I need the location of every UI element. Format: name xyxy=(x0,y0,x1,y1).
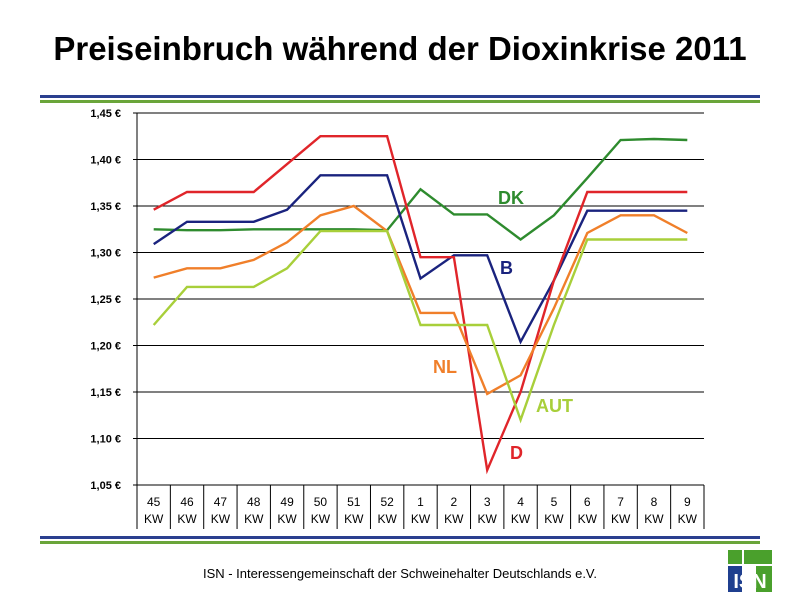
series-line-b xyxy=(153,174,688,345)
x-tick-unit: KW xyxy=(411,512,431,526)
x-tick-label: 6 xyxy=(584,495,591,509)
y-tick-label: 1,35 € xyxy=(90,201,121,213)
y-tick-label: 1,20 € xyxy=(90,341,121,353)
x-tick-label: 8 xyxy=(651,495,658,509)
x-tick-label: 50 xyxy=(314,495,328,509)
footer-text: ISN - Interessengemeinschaft der Schwein… xyxy=(202,566,598,581)
x-tick-unit: KW xyxy=(644,512,664,526)
x-tick-label: 45 xyxy=(147,495,161,509)
x-tick-label: 2 xyxy=(451,495,458,509)
x-tick-label: 51 xyxy=(347,495,361,509)
footer-rule-green xyxy=(40,541,760,544)
x-tick-label: 47 xyxy=(214,495,228,509)
header-rule-green xyxy=(40,100,760,103)
x-tick-label: 7 xyxy=(617,495,624,509)
x-tick-unit: KW xyxy=(544,512,564,526)
isn-logo: ISN xyxy=(724,548,776,594)
x-tick-label: 48 xyxy=(247,495,261,509)
x-tick-unit: KW xyxy=(244,512,264,526)
y-tick-label: 1,05 € xyxy=(90,480,121,492)
series-label-d: D xyxy=(510,443,523,463)
x-tick-label: 46 xyxy=(180,495,194,509)
y-tick-label: 1,40 € xyxy=(90,155,121,167)
series-line-aut xyxy=(152,229,688,424)
series-label-dk: DK xyxy=(498,188,524,208)
chart-title: Preiseinbruch während der Dioxinkrise 20… xyxy=(53,30,747,67)
x-tick-unit: KW xyxy=(277,512,297,526)
series-label-b: B xyxy=(500,258,513,278)
y-tick-label: 1,30 € xyxy=(90,248,121,260)
x-tick-unit: KW xyxy=(377,512,397,526)
x-tick-label: 9 xyxy=(684,495,691,509)
series-line-d xyxy=(153,134,688,475)
x-tick-label: 52 xyxy=(380,495,394,509)
series-label-nl: NL xyxy=(433,357,457,377)
x-tick-unit: KW xyxy=(511,512,531,526)
x-tick-unit: KW xyxy=(678,512,698,526)
logo-lettering: ISN xyxy=(733,571,766,593)
x-tick-label: 1 xyxy=(417,495,424,509)
y-tick-label: 1,25 € xyxy=(90,294,121,306)
x-tick-unit: KW xyxy=(611,512,631,526)
y-tick-label: 1,15 € xyxy=(90,387,121,399)
x-tick-unit: KW xyxy=(211,512,231,526)
x-tick-label: 4 xyxy=(517,495,524,509)
x-tick-unit: KW xyxy=(177,512,197,526)
x-tick-label: 5 xyxy=(551,495,558,509)
x-tick-label: 49 xyxy=(280,495,294,509)
y-tick-label: 1,10 € xyxy=(90,434,121,446)
header-rule-blue xyxy=(40,95,760,98)
x-tick-unit: KW xyxy=(478,512,498,526)
y-tick-label: 1,45 € xyxy=(90,108,121,120)
x-tick-unit: KW xyxy=(144,512,164,526)
x-tick-unit: KW xyxy=(311,512,331,526)
series-line-dk xyxy=(153,137,688,241)
x-tick-label: 3 xyxy=(484,495,491,509)
series-label-aut: AUT xyxy=(536,396,573,416)
series-line-nl xyxy=(153,204,688,396)
x-tick-unit: KW xyxy=(444,512,464,526)
footer-rule-blue xyxy=(40,536,760,539)
x-tick-unit: KW xyxy=(578,512,598,526)
x-tick-unit: KW xyxy=(344,512,364,526)
